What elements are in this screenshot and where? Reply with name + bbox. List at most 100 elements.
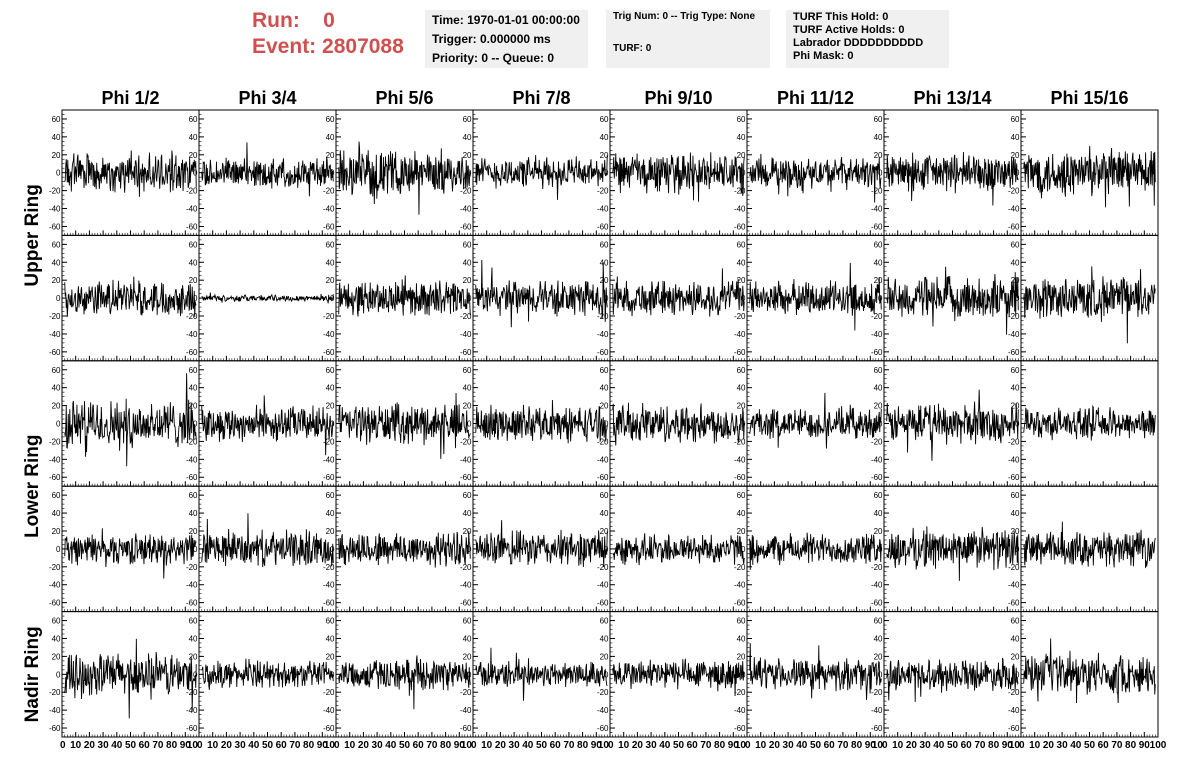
- y-tick-label: 40: [600, 634, 609, 643]
- labrador-line: Labrador DDDDDDDDDD: [793, 37, 924, 49]
- y-tick-label: -60: [871, 222, 883, 231]
- waveform-trace: [886, 151, 1019, 206]
- y-tick-label: 0: [330, 169, 335, 178]
- y-tick-label: -40: [186, 706, 198, 715]
- y-tick-label: 40: [737, 384, 746, 393]
- waveform-trace: [749, 153, 882, 203]
- column-header: Phi 9/10: [644, 88, 712, 108]
- waveform-trace: [338, 392, 471, 459]
- y-tick-label: 20: [326, 527, 335, 536]
- x-tick-label: 40: [933, 740, 945, 751]
- y-tick-label: -60: [734, 222, 746, 231]
- waveform-panel: -60 -40 -20 0 20 40 60: [597, 234, 748, 362]
- waveform-trace: [64, 638, 197, 719]
- y-tick-label: 40: [874, 634, 883, 643]
- y-tick-label: 0: [467, 670, 472, 679]
- column-header: Phi 3/4: [238, 88, 296, 108]
- waveform-panel: -60 -40 -20 0 20 40 60: [49, 360, 200, 487]
- y-tick-label: 60: [52, 240, 61, 249]
- event-value: 2807088: [322, 35, 404, 58]
- x-tick-label: 30: [920, 740, 932, 751]
- x-tick-label: 80: [1125, 740, 1137, 751]
- waveform-trace: [1023, 638, 1156, 704]
- y-tick-label: 60: [600, 491, 609, 500]
- y-tick-label: -40: [1008, 455, 1020, 464]
- y-tick-label: -40: [186, 330, 198, 339]
- x-tick-label: 20: [221, 740, 233, 751]
- y-tick-label: -40: [597, 581, 609, 590]
- y-tick-label: -20: [460, 187, 472, 196]
- y-tick-label: 20: [463, 151, 472, 160]
- x-tick-label: 60: [961, 740, 973, 751]
- x-tick-label: 0: [334, 740, 340, 751]
- y-tick-label: -60: [186, 473, 198, 482]
- y-tick-label: -20: [734, 437, 746, 446]
- waveform-panel: -60 -40 -20 0 20 40 60: [460, 234, 611, 362]
- waveform-panel: -60 -40 -20 0 20 40 60: [323, 485, 474, 613]
- x-tick-label: 70: [974, 740, 986, 751]
- y-tick-label: 20: [463, 527, 472, 536]
- y-tick-label: -60: [323, 599, 335, 608]
- y-tick-label: 20: [52, 527, 61, 536]
- y-tick-label: -60: [460, 473, 472, 482]
- x-tick-label: 20: [769, 740, 781, 751]
- y-tick-label: 0: [467, 169, 472, 178]
- y-tick-label: -20: [1008, 563, 1020, 572]
- y-tick-label: 40: [326, 133, 335, 142]
- y-tick-label: 0: [56, 420, 61, 429]
- y-tick-label: 40: [874, 133, 883, 142]
- column-header: Phi 13/14: [913, 88, 991, 108]
- y-tick-label: 0: [193, 169, 198, 178]
- x-tick-label: 20: [906, 740, 918, 751]
- waveform-trace: [338, 531, 471, 568]
- trig-info-box: Trig Num: 0 -- Trig Type: None TURF: 0: [606, 10, 770, 68]
- waveform-trace: [886, 389, 1019, 461]
- waveform-panel: -60 -40 -20 0 20 40 60: [460, 109, 611, 236]
- y-tick-label: 60: [189, 240, 198, 249]
- y-tick-label: 60: [1011, 366, 1020, 375]
- x-tick-label: 90: [317, 740, 329, 751]
- waveform-trace: [475, 259, 608, 328]
- x-tick-label: 50: [673, 740, 685, 751]
- y-tick-label: 40: [1011, 634, 1020, 643]
- y-tick-label: -40: [871, 330, 883, 339]
- y-tick-label: -20: [49, 437, 61, 446]
- y-tick-label: -40: [734, 706, 746, 715]
- y-tick-label: -60: [186, 599, 198, 608]
- waveform-panel: -60 -40 -20 0 20 40 60: [186, 234, 337, 362]
- waveform-panel: -60 -40 -20 0 20 40 60: [597, 360, 748, 487]
- waveform-trace: [1023, 521, 1156, 569]
- y-tick-label: -60: [1008, 724, 1020, 733]
- y-tick-label: 40: [463, 384, 472, 393]
- y-tick-label: -40: [186, 581, 198, 590]
- y-tick-label: -60: [323, 222, 335, 231]
- y-tick-label: 60: [326, 115, 335, 124]
- y-tick-label: -40: [734, 205, 746, 214]
- waveform-panel: -60 -40 -20 0 20 40 60: [186, 360, 337, 487]
- y-tick-label: -20: [323, 437, 335, 446]
- y-tick-label: -20: [597, 312, 609, 321]
- y-tick-label: 60: [463, 491, 472, 500]
- y-tick-label: 20: [463, 652, 472, 661]
- y-tick-label: 40: [463, 133, 472, 142]
- y-tick-label: 0: [467, 545, 472, 554]
- x-tick-label: 80: [577, 740, 589, 751]
- y-tick-label: 20: [874, 527, 883, 536]
- y-tick-label: 40: [737, 509, 746, 518]
- x-tick-label: 30: [509, 740, 521, 751]
- x-tick-label: 90: [728, 740, 740, 751]
- run-label: Run:: [252, 9, 300, 32]
- y-tick-label: 40: [189, 509, 198, 518]
- waveform-trace: [475, 400, 608, 444]
- y-tick-label: 0: [56, 670, 61, 679]
- y-tick-label: -20: [1008, 688, 1020, 697]
- ring-label: Nadir Ring: [22, 626, 43, 722]
- y-tick-label: -60: [460, 724, 472, 733]
- y-tick-label: 0: [193, 545, 198, 554]
- y-tick-label: 0: [741, 670, 746, 679]
- y-tick-label: -60: [186, 724, 198, 733]
- column-header: Phi 1/2: [101, 88, 159, 108]
- y-tick-label: -60: [597, 348, 609, 357]
- y-tick-label: 20: [189, 276, 198, 285]
- y-tick-label: -20: [186, 688, 198, 697]
